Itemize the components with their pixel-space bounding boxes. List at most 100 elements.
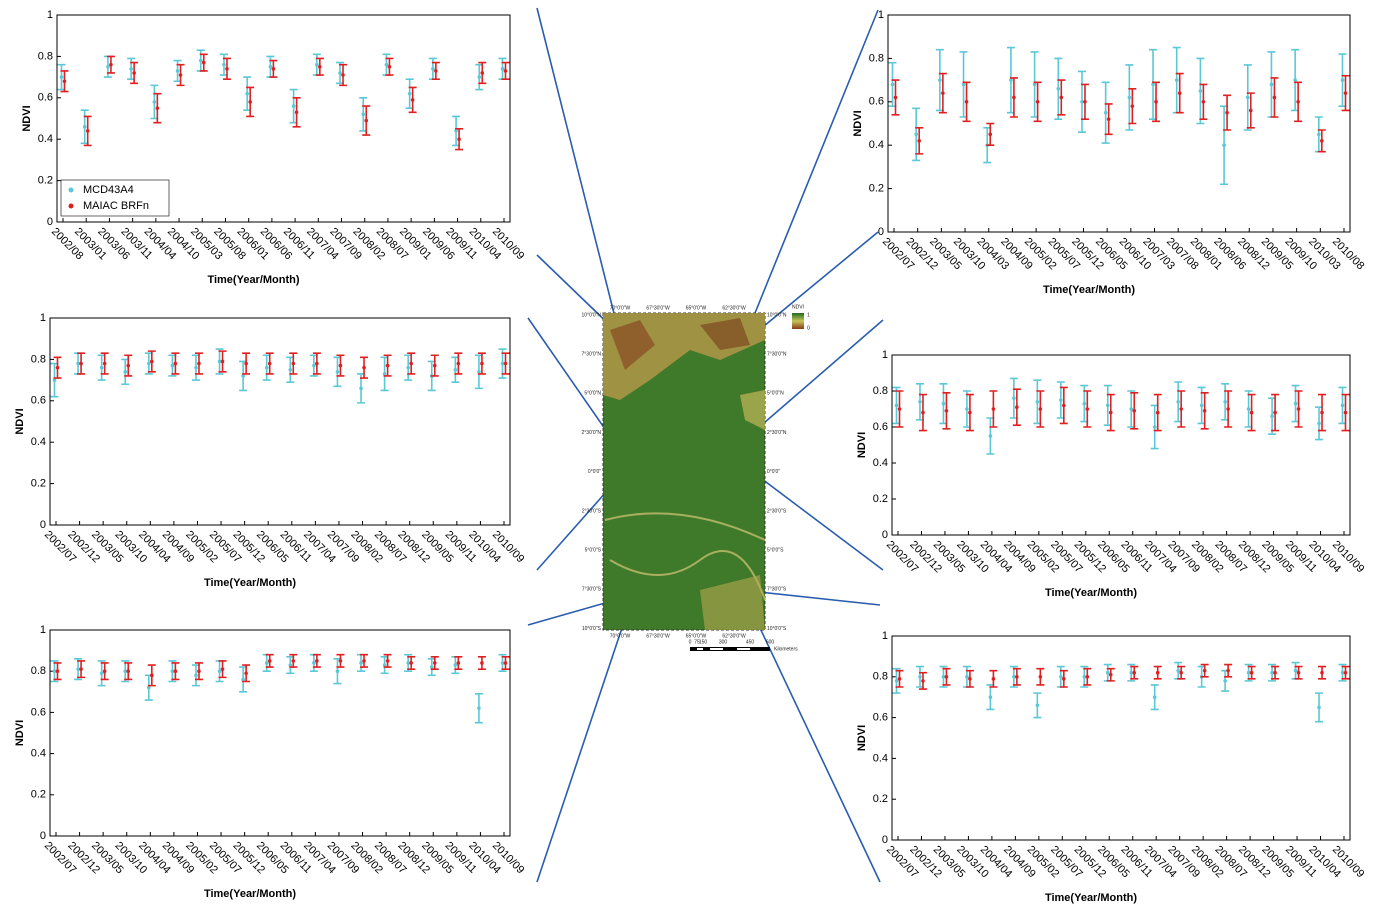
y-tick-label: 0.4 bbox=[873, 752, 888, 764]
data-point bbox=[432, 661, 437, 665]
y-tick-label: 0.8 bbox=[31, 353, 46, 365]
data-point bbox=[1223, 400, 1227, 404]
data-point bbox=[382, 663, 387, 667]
data-point bbox=[384, 62, 389, 67]
y-tick-label: 0.6 bbox=[873, 712, 888, 724]
data-point bbox=[241, 374, 245, 378]
y-tick-label: 0.6 bbox=[31, 395, 46, 407]
y-tick-label: 0 bbox=[878, 226, 884, 238]
data-point bbox=[480, 661, 484, 665]
data-point bbox=[1226, 668, 1230, 673]
data-point bbox=[315, 361, 319, 366]
data-point bbox=[264, 661, 269, 665]
data-point bbox=[1320, 670, 1324, 675]
data-point bbox=[220, 359, 225, 364]
data-point bbox=[917, 139, 921, 143]
data-point bbox=[267, 659, 272, 663]
data-point bbox=[1035, 703, 1040, 708]
data-point bbox=[102, 361, 107, 366]
data-point bbox=[988, 695, 993, 699]
data-point bbox=[1056, 86, 1061, 91]
data-point bbox=[338, 659, 343, 663]
data-point bbox=[918, 675, 922, 679]
x-axis-label: Time(Year/Month) bbox=[1045, 587, 1137, 599]
map-scale-unit: Kilometers bbox=[774, 646, 798, 652]
data-point bbox=[245, 91, 249, 96]
data-point bbox=[155, 106, 160, 110]
data-point bbox=[364, 118, 369, 123]
x-axis-label: Time(Year/Month) bbox=[1045, 892, 1137, 904]
data-point bbox=[1059, 95, 1064, 100]
data-point bbox=[406, 365, 410, 370]
map-scale-label: 450 bbox=[746, 639, 755, 645]
y-tick-label: 1 bbox=[47, 9, 53, 21]
data-point bbox=[150, 359, 154, 364]
data-point bbox=[1062, 403, 1066, 408]
data-point bbox=[988, 434, 993, 438]
data-point bbox=[267, 361, 272, 366]
x-axis-label: Time(Year/Month) bbox=[204, 888, 296, 900]
map-scale-label: 0 bbox=[689, 639, 692, 645]
plot-area bbox=[49, 317, 511, 526]
y-tick-label: 0.4 bbox=[38, 133, 53, 145]
data-point bbox=[1132, 409, 1137, 413]
data-point bbox=[1083, 100, 1087, 104]
y-tick-label: 0 bbox=[40, 830, 46, 842]
data-point bbox=[968, 677, 972, 681]
data-point bbox=[1343, 670, 1348, 675]
data-point bbox=[1059, 398, 1063, 402]
data-point bbox=[1035, 100, 1040, 104]
data-point bbox=[1202, 668, 1207, 673]
data-point bbox=[126, 363, 131, 368]
y-tick-label: 0.2 bbox=[31, 789, 46, 801]
data-point bbox=[938, 78, 942, 82]
data-point bbox=[914, 132, 918, 137]
chart: 00.20.40.60.812002/072002/122003/052003/… bbox=[14, 624, 527, 900]
data-point bbox=[1222, 143, 1226, 147]
y-tick-label: 0 bbox=[882, 834, 888, 846]
data-point bbox=[1105, 403, 1110, 408]
data-point bbox=[432, 363, 437, 368]
map-lat-label: 7°30'0"N bbox=[767, 352, 787, 358]
data-point bbox=[961, 82, 966, 87]
legend-box bbox=[60, 179, 170, 217]
data-point bbox=[1340, 403, 1345, 408]
data-point bbox=[1343, 410, 1348, 415]
data-point bbox=[1012, 675, 1016, 679]
plot-area bbox=[56, 14, 511, 223]
map-scale-label: 600 bbox=[766, 639, 775, 645]
data-point bbox=[1296, 100, 1300, 104]
data-point bbox=[170, 363, 175, 368]
data-point bbox=[76, 667, 80, 671]
data-point bbox=[361, 112, 366, 117]
map-lat-label: 5°0'0"N bbox=[767, 391, 784, 397]
data-point bbox=[1249, 670, 1254, 675]
data-point bbox=[312, 363, 316, 368]
data-point bbox=[1202, 409, 1207, 413]
data-point bbox=[965, 675, 969, 679]
map-lat-label: 5°0'0"N bbox=[584, 391, 601, 397]
map-lat-label: 7°30'0"N bbox=[582, 352, 602, 358]
data-point bbox=[222, 62, 226, 67]
y-tick-label: 0.8 bbox=[38, 50, 53, 62]
data-point bbox=[921, 410, 925, 415]
data-point bbox=[1129, 670, 1134, 675]
map-lon-label: 67°30'0"W bbox=[646, 633, 670, 639]
data-point bbox=[294, 110, 299, 115]
data-point bbox=[291, 104, 296, 108]
y-axis-label: NDVI bbox=[21, 105, 33, 131]
data-point bbox=[271, 67, 276, 71]
map: 70°0'0"W 70°0'0"W 67°30'0"W 67°30'0"W 65°0'0… bbox=[582, 304, 810, 652]
data-point bbox=[76, 361, 80, 366]
data-point bbox=[1199, 403, 1204, 408]
map-lat-label: 0°0'0" bbox=[588, 469, 601, 475]
data-point bbox=[315, 659, 319, 663]
data-point bbox=[453, 367, 458, 372]
data-point bbox=[175, 69, 180, 73]
chart: 00.20.40.60.812002/082003/012003/062003/… bbox=[21, 9, 527, 286]
plot-area bbox=[891, 354, 1351, 536]
data-point bbox=[1317, 132, 1321, 137]
data-point bbox=[362, 659, 366, 663]
data-point bbox=[1179, 670, 1183, 675]
